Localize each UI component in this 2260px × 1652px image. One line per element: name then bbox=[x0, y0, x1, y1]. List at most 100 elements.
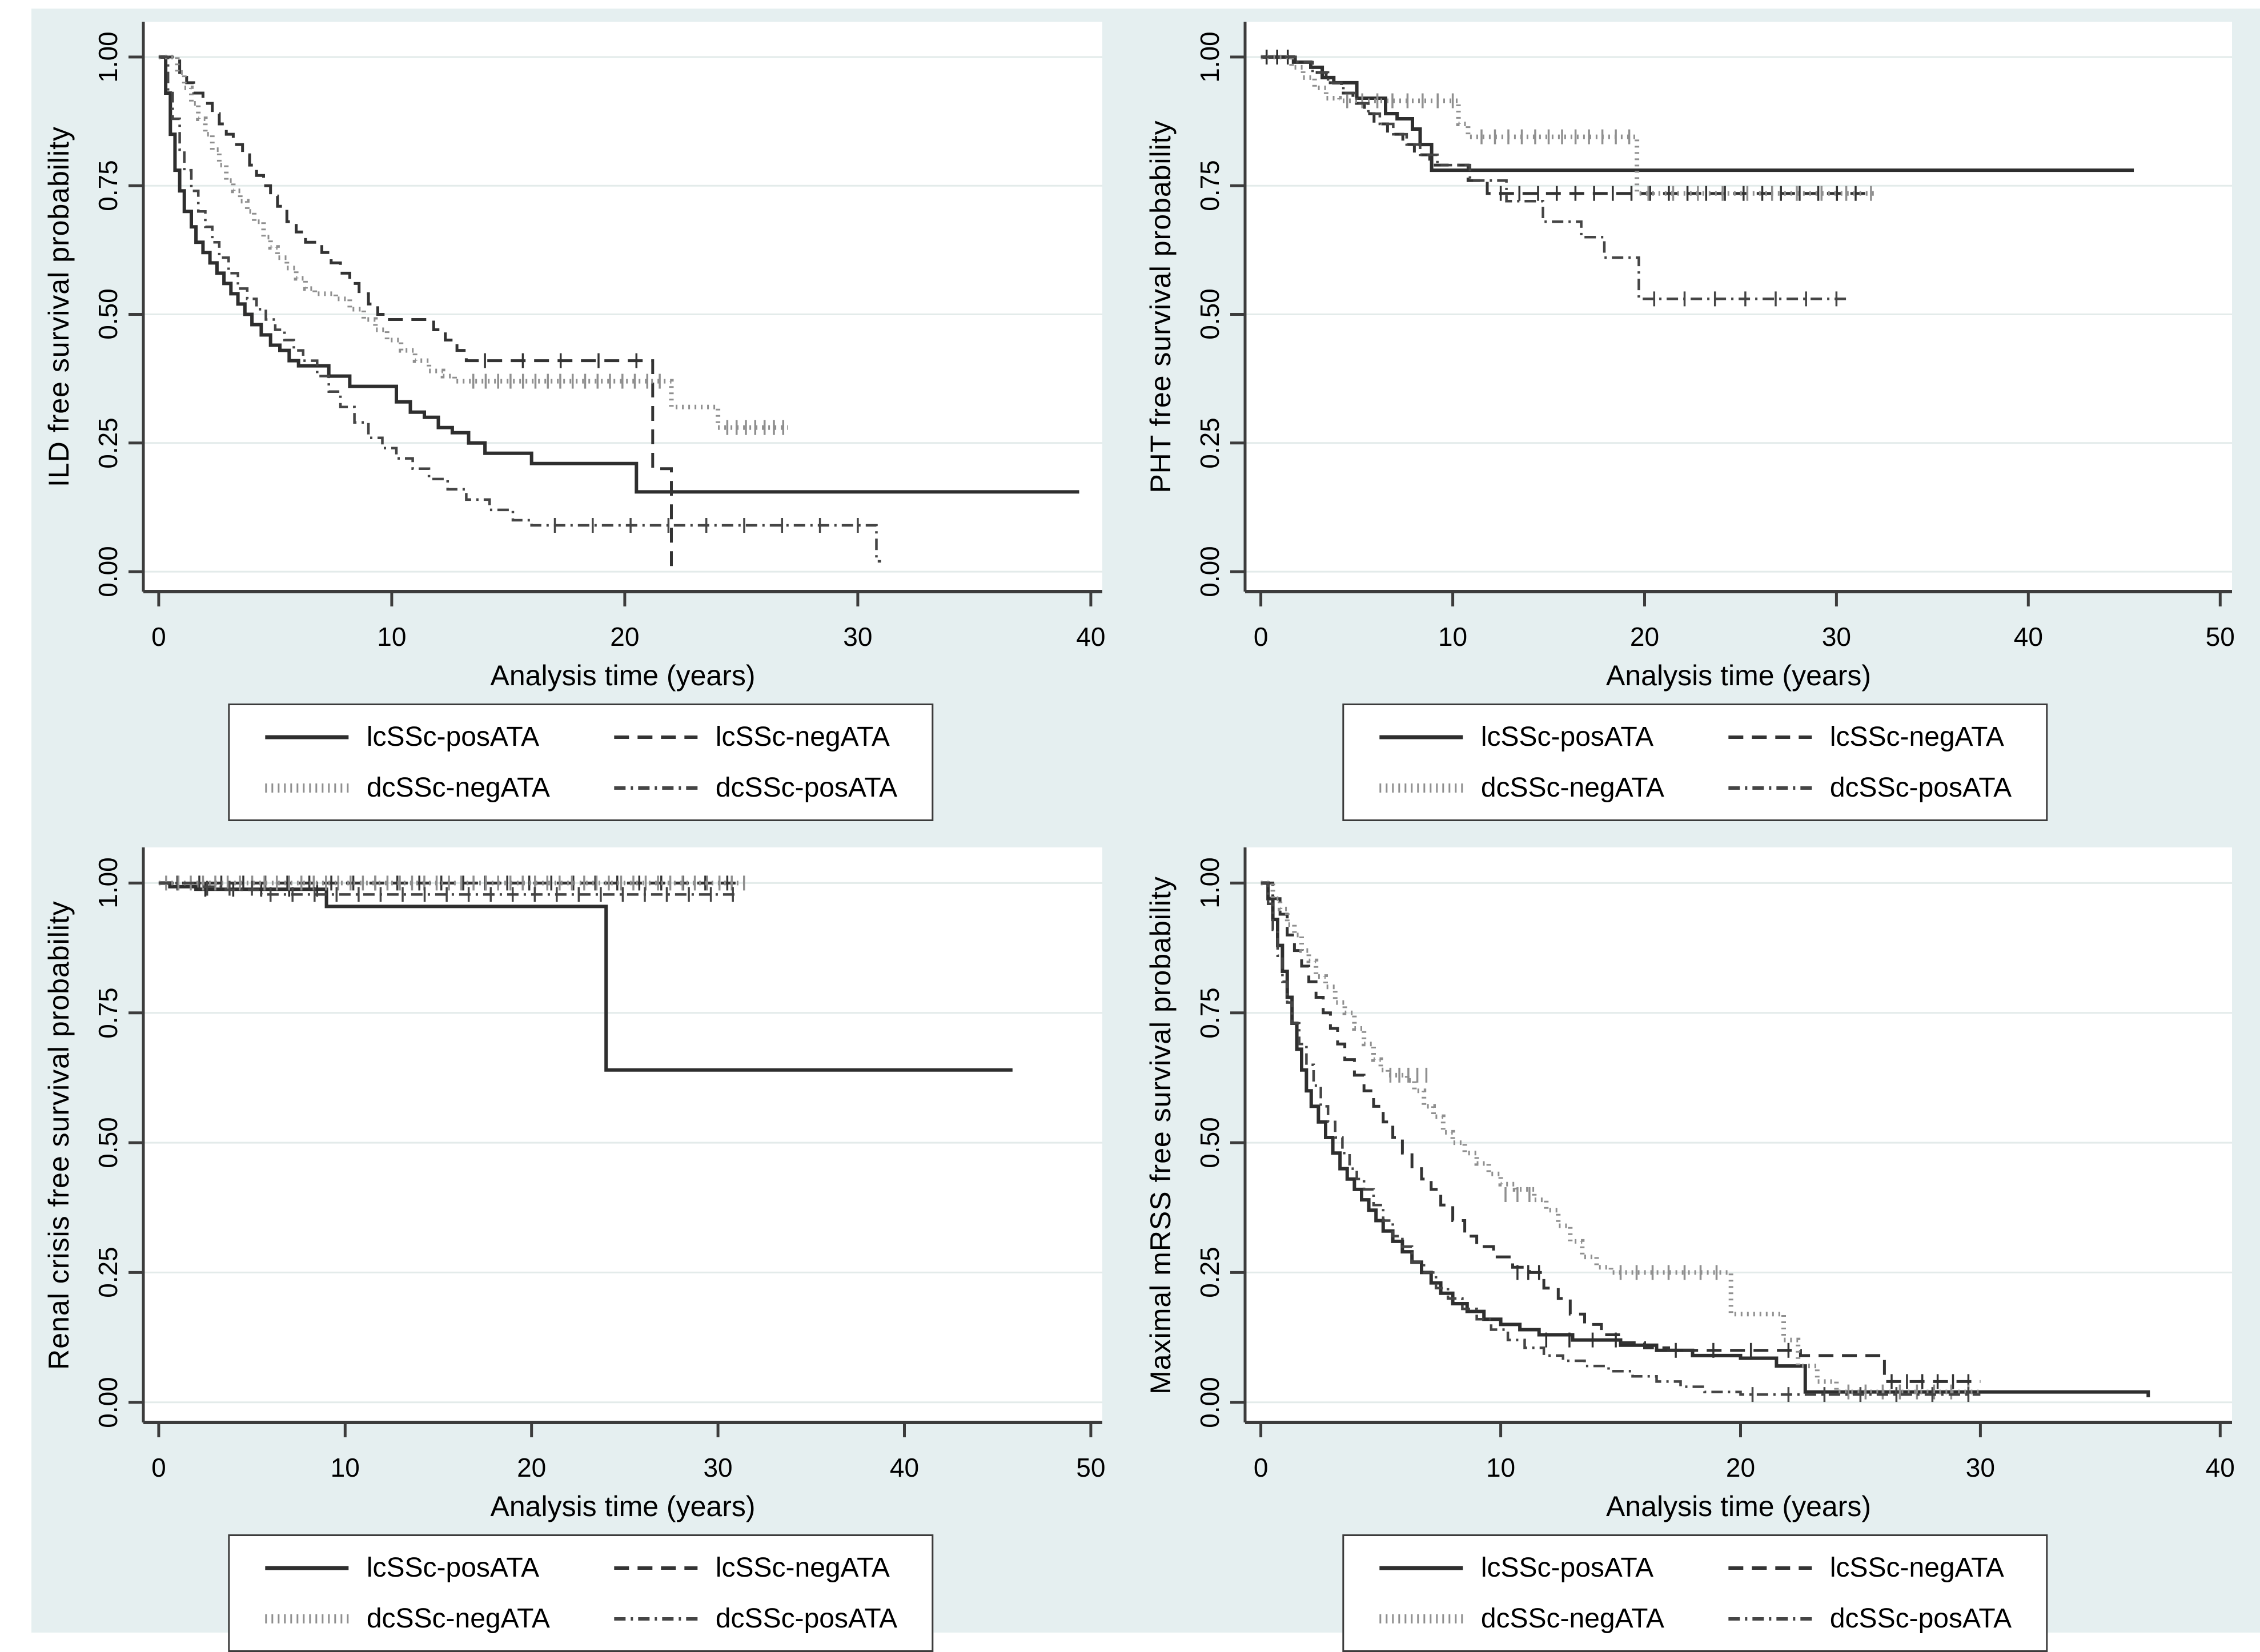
y-tick-label: 0.25 bbox=[93, 1247, 123, 1299]
x-tick-label: 50 bbox=[2205, 622, 2235, 652]
dashed-line-sample-icon bbox=[613, 1566, 697, 1570]
legend-label: dcSSc-posATA bbox=[1829, 773, 2012, 803]
dashdot-line-sample-icon bbox=[1728, 786, 1812, 790]
km-curve-lcSSc-posATA bbox=[1261, 881, 2150, 1397]
km-curve-dcSSc-posATA bbox=[1261, 55, 1846, 300]
x-tick-label: 40 bbox=[2013, 622, 2043, 652]
y-tick-label: 1.00 bbox=[1195, 31, 1225, 83]
y-tick-label: 0.25 bbox=[93, 417, 123, 469]
legend-label: dcSSc-negATA bbox=[1480, 773, 1664, 803]
y-axis-title: ILD free survival probability bbox=[43, 126, 75, 488]
x-tick-label: 20 bbox=[1725, 1453, 1756, 1482]
legend-label: lcSSc-posATA bbox=[1480, 1553, 1654, 1583]
panel-d: Maximal mRSS free survival probability D… bbox=[1130, 817, 2260, 1652]
panel-c: Renal crisis free survival probability C… bbox=[31, 817, 1130, 1652]
km-plot bbox=[129, 22, 1102, 606]
legend: lcSSc-posATA lcSSc-negATA dcSSc-negATA d… bbox=[1342, 704, 2048, 821]
y-tick-label: 0.75 bbox=[93, 987, 123, 1039]
dashdot-line-sample-icon bbox=[1728, 1617, 1812, 1621]
y-tick-label: 0.00 bbox=[93, 546, 123, 597]
y-tick-label: 0.25 bbox=[1195, 417, 1225, 469]
km-curve-lcSSc-negATA bbox=[1261, 881, 1981, 1383]
y-tick-label: 0.00 bbox=[1195, 546, 1225, 597]
legend-item: dcSSc-posATA bbox=[1727, 772, 2012, 803]
x-axis-title: Analysis time (years) bbox=[1606, 1490, 1871, 1522]
dashed-line-sample-icon bbox=[613, 735, 697, 739]
legend-label: dcSSc-posATA bbox=[715, 773, 898, 803]
y-tick-label: 0.50 bbox=[93, 288, 123, 340]
x-tick-label: 0 bbox=[151, 622, 166, 652]
km-plot bbox=[1230, 847, 2232, 1437]
plot-area bbox=[143, 22, 1102, 592]
y-tick-label: 0.50 bbox=[1195, 1117, 1225, 1168]
legend-item: dcSSc-negATA bbox=[1378, 1603, 1664, 1634]
y-tick-label: 1.00 bbox=[93, 31, 123, 83]
dashdot-line-sample-icon bbox=[613, 786, 697, 790]
legend-label: lcSSc-posATA bbox=[366, 1553, 540, 1583]
legend-item: dcSSc-negATA bbox=[1378, 772, 1664, 803]
dotted-line-sample-icon bbox=[264, 783, 348, 793]
plot-area bbox=[1245, 22, 2232, 592]
y-tick-label: 1.00 bbox=[93, 857, 123, 909]
dotted-line-sample-icon bbox=[1379, 783, 1463, 793]
x-tick-label: 40 bbox=[2205, 1453, 2235, 1482]
legend-item: lcSSc-posATA bbox=[1378, 721, 1664, 753]
legend-label: lcSSc-negATA bbox=[1829, 722, 2004, 752]
x-tick-label: 50 bbox=[1076, 1453, 1106, 1482]
legend: lcSSc-posATA lcSSc-negATA dcSSc-negATA d… bbox=[227, 704, 934, 821]
x-tick-label: 40 bbox=[1076, 622, 1106, 652]
legend-item: lcSSc-negATA bbox=[1727, 1552, 2012, 1583]
y-tick-label: 0.75 bbox=[1195, 160, 1225, 211]
x-tick-label: 0 bbox=[151, 1453, 166, 1482]
legend-label: dcSSc-negATA bbox=[366, 1603, 550, 1634]
legend-item: dcSSc-posATA bbox=[613, 1603, 897, 1634]
y-tick-label: 0.25 bbox=[1195, 1247, 1225, 1299]
dashed-line-sample-icon bbox=[1728, 735, 1812, 739]
x-tick-label: 10 bbox=[1438, 622, 1468, 652]
x-tick-label: 20 bbox=[517, 1453, 547, 1482]
y-tick-label: 0.50 bbox=[93, 1117, 123, 1168]
x-tick-label: 20 bbox=[1629, 622, 1660, 652]
x-tick-label: 30 bbox=[1821, 622, 1851, 652]
solid-line-sample-icon bbox=[264, 1566, 348, 1570]
panel-b: PHT free survival probability B. Analysi… bbox=[1130, 9, 2260, 821]
legend-label: lcSSc-posATA bbox=[1480, 722, 1654, 752]
x-axis-title: Analysis time (years) bbox=[490, 1490, 756, 1522]
x-tick-label: 30 bbox=[1965, 1453, 1995, 1482]
x-tick-label: 30 bbox=[843, 622, 873, 652]
y-tick-label: 1.00 bbox=[1195, 857, 1225, 909]
x-tick-label: 10 bbox=[377, 622, 407, 652]
y-tick-label: 0.00 bbox=[93, 1376, 123, 1428]
solid-line-sample-icon bbox=[1379, 1566, 1463, 1570]
legend-item: lcSSc-negATA bbox=[613, 721, 897, 753]
legend-item: lcSSc-posATA bbox=[1378, 1552, 1664, 1583]
legend-item: dcSSc-negATA bbox=[264, 772, 550, 803]
legend-item: dcSSc-posATA bbox=[1727, 1603, 2012, 1634]
dashdot-line-sample-icon bbox=[613, 1617, 697, 1621]
x-tick-label: 0 bbox=[1253, 1453, 1269, 1482]
x-tick-label: 20 bbox=[610, 622, 640, 652]
km-curve-dcSSc-negATA bbox=[158, 54, 788, 430]
legend-item: lcSSc-negATA bbox=[1727, 721, 2012, 753]
x-axis-title: Analysis time (years) bbox=[1606, 660, 1871, 692]
y-axis-title: Renal crisis free survival probability bbox=[43, 900, 75, 1370]
legend-item: dcSSc-posATA bbox=[613, 772, 897, 803]
x-tick-label: 30 bbox=[703, 1453, 733, 1482]
legend-label: lcSSc-posATA bbox=[366, 722, 540, 752]
y-tick-label: 0.75 bbox=[1195, 987, 1225, 1039]
y-axis-title: Maximal mRSS free survival probability bbox=[1145, 875, 1177, 1394]
km-plot bbox=[129, 847, 1102, 1437]
legend-label: dcSSc-posATA bbox=[715, 1603, 898, 1634]
dashed-line-sample-icon bbox=[1728, 1566, 1812, 1570]
km-curve-dcSSc-posATA bbox=[1261, 882, 1981, 1396]
y-tick-label: 0.50 bbox=[1195, 288, 1225, 340]
legend-label: lcSSc-negATA bbox=[1829, 1553, 2004, 1583]
x-axis-title: Analysis time (years) bbox=[490, 660, 756, 692]
legend-item: lcSSc-posATA bbox=[264, 1552, 550, 1583]
km-curve-lcSSc-posATA bbox=[158, 55, 1079, 494]
legend-label: lcSSc-negATA bbox=[715, 722, 890, 752]
y-axis-title: PHT free survival probability bbox=[1145, 120, 1177, 493]
x-tick-label: 10 bbox=[330, 1453, 360, 1482]
plot-area bbox=[143, 847, 1102, 1422]
